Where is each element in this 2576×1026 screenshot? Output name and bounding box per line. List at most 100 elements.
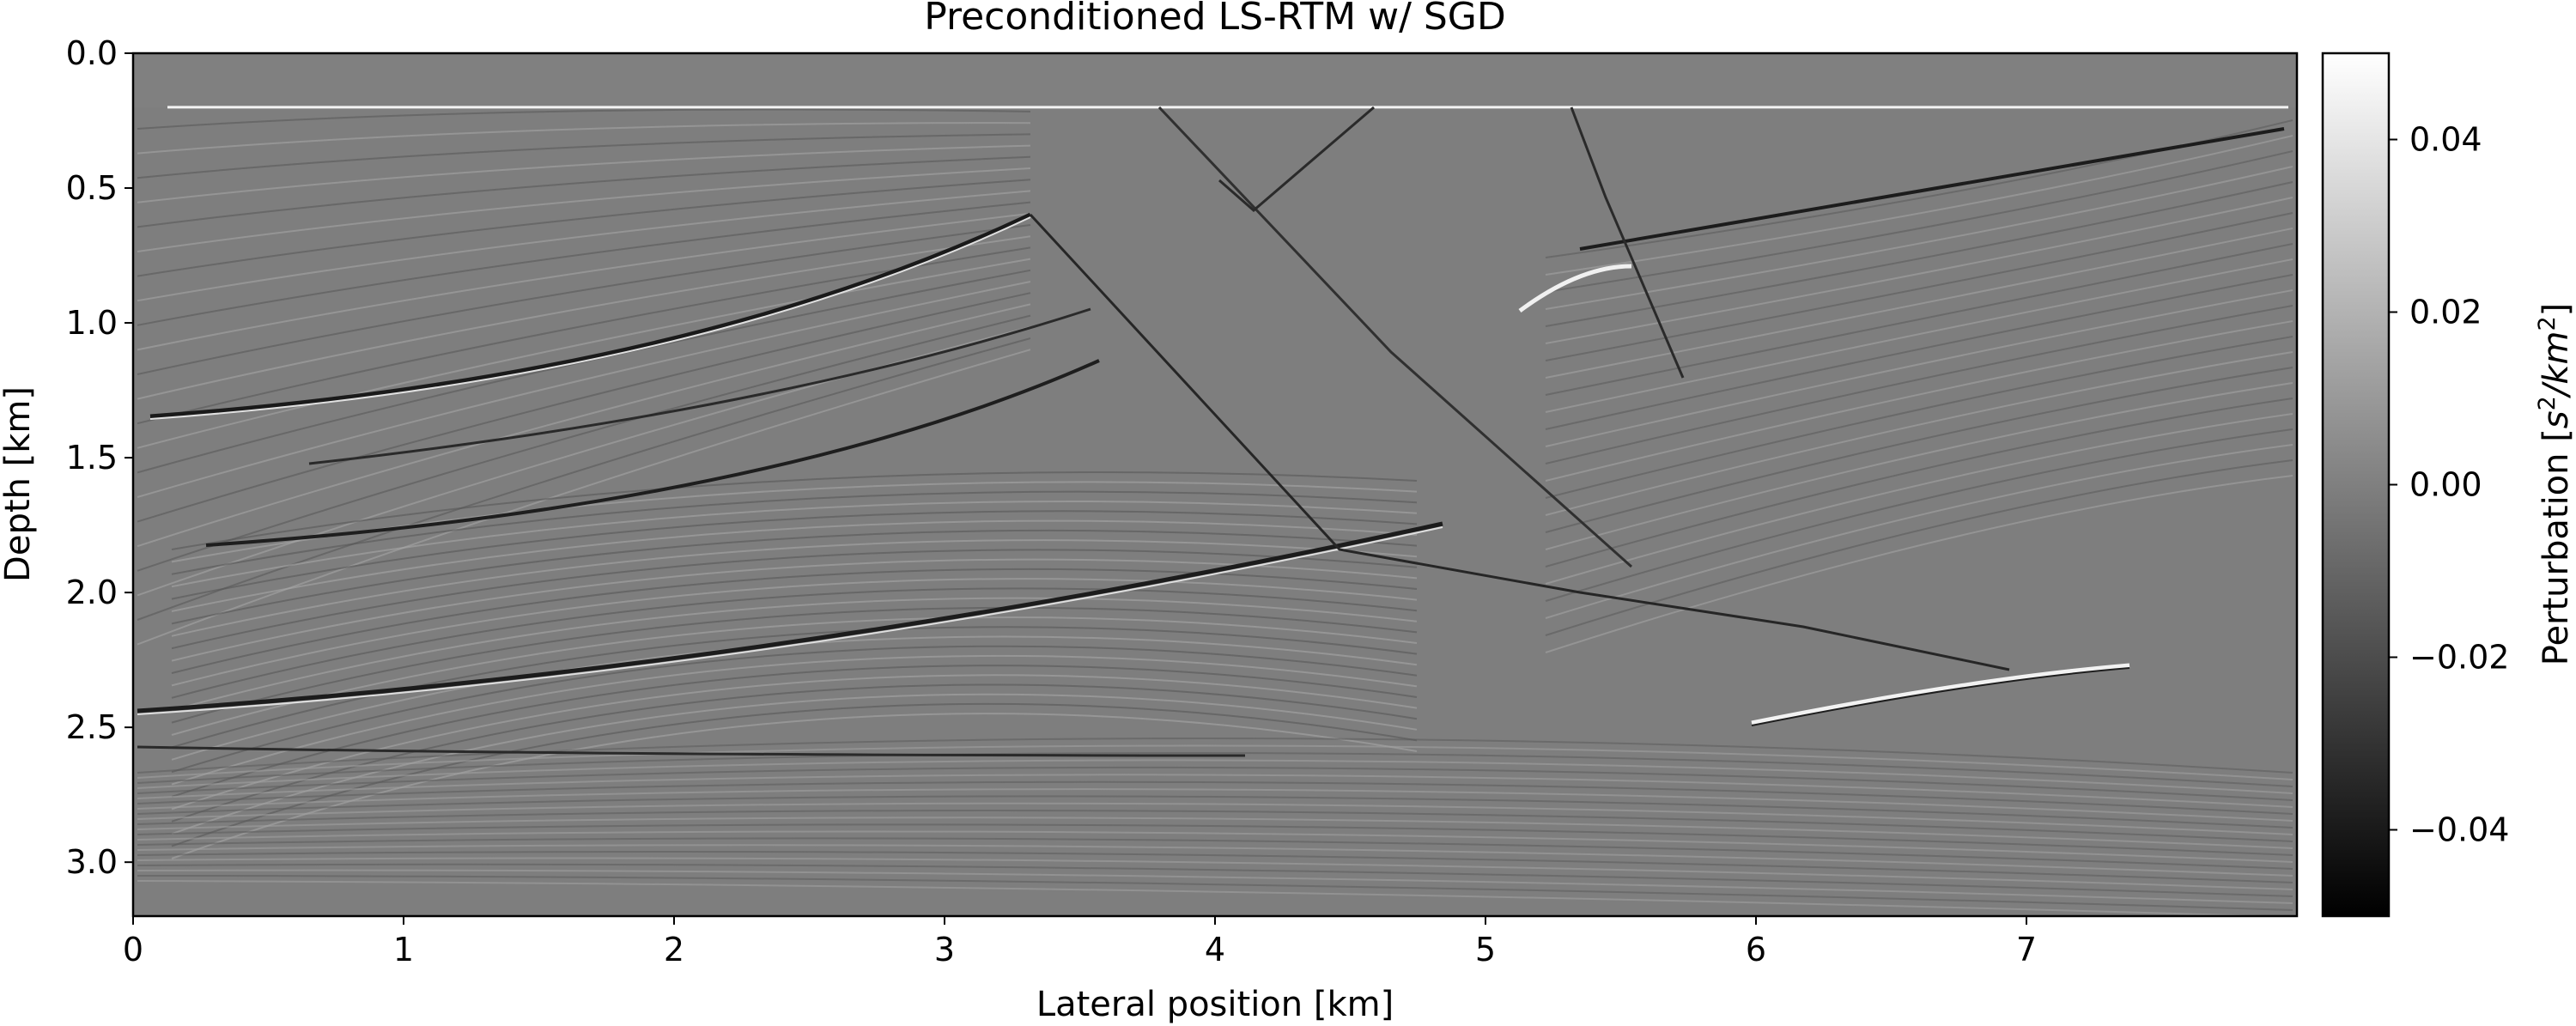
reflector [137,281,1031,498]
reflector [171,665,1418,798]
reflector [1545,305,2293,464]
reflector [1545,274,2293,430]
colorbar-label-unit-s: s [2537,410,2576,428]
x-tick-label: 6 [1746,931,1766,968]
reflector [1545,382,2293,550]
reflector [137,844,2293,877]
x-tick-label: 3 [934,931,955,968]
colorbar-tick-label: 0.00 [2409,466,2482,504]
y-axis: 0.0 0.5 1.0 1.5 2.0 2.5 3.0 [66,34,133,881]
reflector [1545,181,2293,327]
strong-reflector [1218,106,1375,212]
reflector [1545,459,2293,636]
reflector [171,616,1418,736]
reflector [137,810,2293,842]
reflector [1545,150,2293,293]
reflector [1545,258,2293,413]
reflector [171,645,1418,774]
reflector [137,766,2293,801]
y-tick-label: 1.5 [66,439,118,477]
seismic-image [131,52,2299,918]
reflector [137,837,2293,870]
colorbar-ticks: 0.04 0.02 0.00 −0.02 −0.04 [2389,121,2509,849]
reflector [171,587,1418,699]
reflector [1545,336,2293,499]
reflector [137,258,1031,449]
colorbar-label-base: Perturbation [ [2537,428,2576,665]
reflector [137,303,1031,548]
y-tick-label: 1.0 [66,304,118,342]
reflector [137,869,2293,904]
reflector [171,654,1418,786]
reflector [137,857,2293,890]
y-axis-label: Depth [km] [0,386,38,582]
water-layer [133,53,2297,107]
strong-reflector [1029,213,2010,671]
reflector [171,597,1418,712]
reflector [1545,367,2293,533]
colorbar-tick-label: −0.02 [2409,639,2509,677]
reflector [137,269,1031,474]
reflector [1545,228,2293,379]
colorbar: 0.040.020.00−0.02−0.04 Perturbation [s2/… [2321,52,2576,918]
reflector [137,235,1031,400]
reflector [171,519,1418,612]
reflector [1545,197,2293,344]
reflector [171,490,1418,575]
x-tick-label: 2 [664,931,684,968]
reflector [171,471,1418,550]
colorbar-gradient [2321,52,2391,918]
reflector [171,539,1418,637]
reflector [1545,212,2293,361]
colorbar-tick-label: 0.02 [2409,294,2482,331]
reflector [171,501,1418,588]
y-tick-label: 3.0 [66,843,118,881]
reflector [137,190,1031,302]
reflector [137,337,1031,621]
strong-reflector [1751,667,2130,726]
y-tick-label: 0.5 [66,169,118,207]
y-tick-label: 0.0 [66,34,118,72]
colorbar-tick-label: 0.04 [2409,121,2482,159]
colorbar-label-sup1: 2 [2534,396,2561,410]
reflector [137,201,1031,326]
reflector [137,830,2293,863]
y-tick-label: 2.5 [66,708,118,746]
reflector [137,880,2293,916]
x-tick-label: 4 [1205,931,1225,968]
reflector [137,875,2293,911]
reflector [1545,428,2293,602]
reflector [1545,413,2293,585]
colorbar-label-end: ] [2537,303,2576,317]
chart-title: Preconditioned LS-RTM w/ SGD [924,0,1506,39]
reflector [171,568,1418,674]
reflector [1545,351,2293,516]
reflector [137,738,2293,774]
reflector [137,795,2293,829]
reflector [137,144,1031,203]
reflector [137,108,1031,130]
reflector [137,292,1031,523]
reflector [1545,320,2293,482]
reflector [171,529,1418,625]
strong-reflector [137,745,1246,757]
reflector [137,823,2293,856]
reflector [171,674,1418,810]
reflector [171,578,1418,687]
reflector [171,558,1418,662]
reflector [171,549,1418,650]
colorbar-label-unit-mid: /km [2537,331,2576,399]
reflector [171,683,1418,823]
reflector [137,863,2293,897]
x-tick-label: 5 [1475,931,1496,968]
reflector [137,851,2293,883]
reflector [137,212,1031,351]
reflector-layer [133,53,2297,916]
strong-reflector [137,526,1443,715]
reflector [171,510,1418,600]
reflector [137,179,1031,277]
strong-reflector [137,521,1443,713]
reflector [137,133,1031,179]
reflector [137,788,2293,822]
